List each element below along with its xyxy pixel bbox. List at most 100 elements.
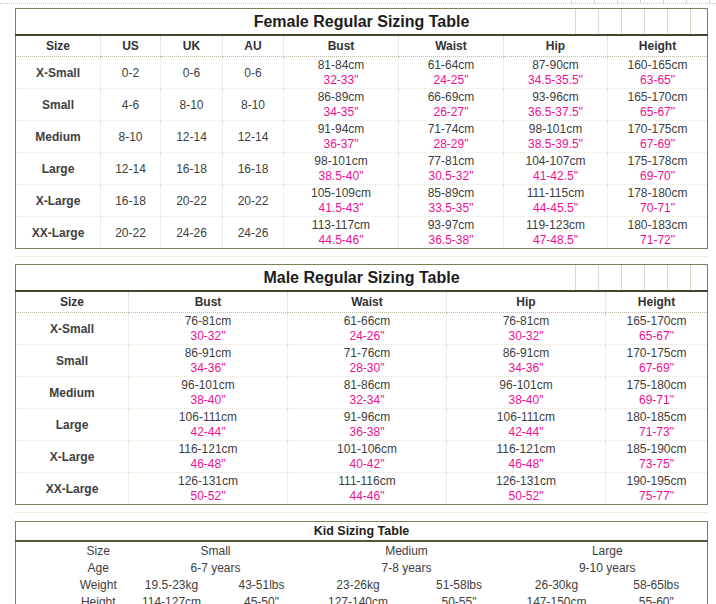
au-value: 20-22 <box>223 185 284 217</box>
inch-value: 38-40" <box>447 393 605 407</box>
cm-value: 85-89cm <box>399 186 503 201</box>
size-label: X-Large <box>16 441 129 473</box>
inch-value: 34-36" <box>447 361 605 375</box>
inch-value: 38.5-39.5" <box>504 137 607 151</box>
size-label: Large <box>16 153 101 185</box>
column-header-hip: Hip <box>504 35 608 57</box>
kid-size-row: Size Small Medium Large <box>16 541 708 559</box>
gridline-ticks <box>575 265 707 290</box>
female-title-row: Female Regular Sizing Table <box>16 9 708 36</box>
hip-cell: 126-131cm50-52" <box>447 473 606 505</box>
height-cell: 175-178cm69-70" <box>608 153 708 185</box>
cm-value: 180-183cm <box>608 218 707 233</box>
cm-value: 160-165cm <box>608 58 707 73</box>
cm-value: 98-101cm <box>504 122 607 137</box>
table-row: XX-Large 126-131cm50-52" 111-116cm44-46"… <box>16 473 708 505</box>
size-label: Small <box>16 89 101 121</box>
hip-cell: 76-81cm30-32" <box>447 313 606 345</box>
cm-value: 86-91cm <box>447 346 605 361</box>
bust-cell: 81-84cm32-33" <box>284 57 399 89</box>
size-label: Medium <box>16 377 129 409</box>
inch-value: 34-36" <box>129 361 287 375</box>
inch-value: 55-60" <box>606 593 708 604</box>
size-label: X-Small <box>16 313 129 345</box>
table-row: Medium 96-101cm38-40" 81-86cm32-34" 96-1… <box>16 377 708 409</box>
inch-value: 46-48" <box>129 457 287 471</box>
table-row: X-Small 0-2 0-6 0-6 81-84cm32-33" 61-64c… <box>16 57 708 89</box>
bust-cell: 86-91cm34-36" <box>129 345 288 377</box>
size-label: X-Large <box>16 185 101 217</box>
cm-value: 178-180cm <box>608 186 707 201</box>
cm-value: 111-115cm <box>504 186 607 201</box>
lbs-value: 51-58lbs <box>411 576 508 593</box>
table-row: Large 12-14 16-18 16-18 98-101cm38.5-40"… <box>16 153 708 185</box>
cm-value: 77-81cm <box>399 154 503 169</box>
kid-table-title: Kid Sizing Table <box>16 522 708 542</box>
inch-value: 24-26" <box>288 329 446 343</box>
kid-weight-row: Weight 19.5-23kg 43-51lbs 23-26kg 51-58l… <box>16 576 708 593</box>
column-header-us: US <box>101 35 161 57</box>
inch-value: 32-33" <box>284 73 398 87</box>
inch-value: 44-46" <box>288 489 446 503</box>
cm-value: 185-190cm <box>606 442 707 457</box>
hip-cell: 86-91cm34-36" <box>447 345 606 377</box>
size-label: Small <box>16 345 129 377</box>
height-cell: 170-175cm67-69" <box>606 345 708 377</box>
inch-value: 46-48" <box>447 457 605 471</box>
cm-value: 71-76cm <box>288 346 446 361</box>
size-label: Large <box>16 409 129 441</box>
inch-value: 30-32" <box>447 329 605 343</box>
inch-value: 65-67" <box>606 329 707 343</box>
cm-value: 91-96cm <box>288 410 446 425</box>
us-value: 12-14 <box>101 153 161 185</box>
cm-value: 76-81cm <box>129 314 287 329</box>
bust-cell: 91-94cm36-37" <box>284 121 399 153</box>
height-cell: 180-183cm71-72" <box>608 217 708 249</box>
us-value: 4-6 <box>101 89 161 121</box>
bust-cell: 98-101cm38.5-40" <box>284 153 399 185</box>
column-header-height: Height <box>608 35 708 57</box>
inch-value: 41.5-43" <box>284 201 398 215</box>
bust-cell: 126-131cm50-52" <box>129 473 288 505</box>
inch-value: 26-27" <box>399 105 503 119</box>
kid-sizing-table: Kid Sizing Table Size Small Medium Large… <box>15 521 708 604</box>
column-header-size: Size <box>16 291 129 313</box>
waist-cell: 101-106cm40-42" <box>288 441 447 473</box>
inch-value: 28-29" <box>399 137 503 151</box>
inch-value: 36-37" <box>284 137 398 151</box>
waist-cell: 61-64cm24-25" <box>399 57 504 89</box>
cm-value: 116-121cm <box>129 442 287 457</box>
cm-value: 119-123cm <box>504 218 607 233</box>
male-header-row: Size Bust Waist Hip Height <box>16 291 708 313</box>
height-cell: 190-195cm75-77" <box>606 473 708 505</box>
cm-value: 180-185cm <box>606 410 707 425</box>
waist-cell: 85-89cm33.5-35" <box>399 185 504 217</box>
cm-value: 105-109cm <box>284 186 398 201</box>
uk-value: 8-10 <box>161 89 223 121</box>
waist-cell: 111-116cm44-46" <box>288 473 447 505</box>
inch-value: 50-55" <box>411 593 508 604</box>
cm-value: 126-131cm <box>129 474 287 489</box>
inch-value: 38.5-40" <box>284 169 398 183</box>
hip-cell: 93-96cm36.5-37.5" <box>504 89 608 121</box>
waist-cell: 77-81cm30.5-32" <box>399 153 504 185</box>
table-gap <box>0 505 716 521</box>
cm-value: 116-121cm <box>447 442 605 457</box>
inch-value: 34.5-35.5" <box>504 73 607 87</box>
cm-value: 190-195cm <box>606 474 707 489</box>
kid-age-row: Age 6-7 years 7-8 years 9-10 years <box>16 559 708 576</box>
cm-value: 106-111cm <box>129 410 287 425</box>
bust-cell: 105-109cm41.5-43" <box>284 185 399 217</box>
inch-value: 36-38" <box>288 425 446 439</box>
table-gap <box>0 249 716 264</box>
cm-value: 126-131cm <box>447 474 605 489</box>
cm-value: 66-69cm <box>399 90 503 105</box>
height-cell: 165-170cm65-67" <box>608 89 708 121</box>
hip-cell: 119-123cm47-48.5" <box>504 217 608 249</box>
row-label-weight: Weight <box>16 576 126 593</box>
bust-cell: 113-117cm44.5-46" <box>284 217 399 249</box>
male-title-row: Male Regular Sizing Table <box>16 265 708 292</box>
size-label: XX-Large <box>16 217 101 249</box>
hip-cell: 98-101cm38.5-39.5" <box>504 121 608 153</box>
cm-value: 170-175cm <box>608 122 707 137</box>
